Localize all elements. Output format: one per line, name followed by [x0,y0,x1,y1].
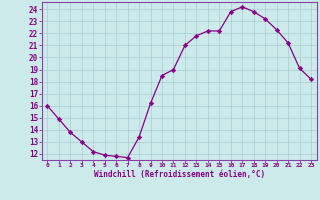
X-axis label: Windchill (Refroidissement éolien,°C): Windchill (Refroidissement éolien,°C) [94,170,265,179]
